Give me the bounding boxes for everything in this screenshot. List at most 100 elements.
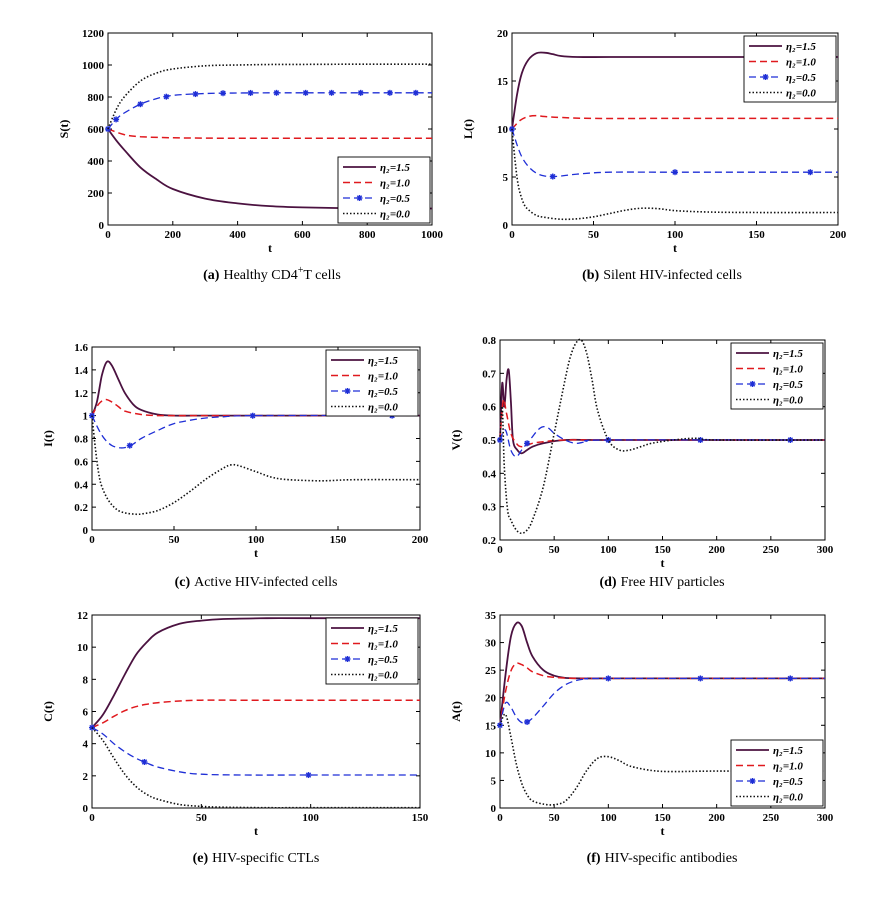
x-tick-label: 250 xyxy=(763,812,780,824)
series-marker-eta05 xyxy=(247,89,254,96)
x-axis-label: t xyxy=(661,824,665,838)
chart-b: 0 50 100 150 20005101520tL(t)η₂=1.5η₂=1.0η₂=… xyxy=(461,28,847,283)
caption-label: (d) xyxy=(599,575,616,590)
y-tick-label: 25 xyxy=(485,665,497,677)
x-tick-label: 100 xyxy=(667,229,684,241)
legend-label: η₂=0.5 xyxy=(773,776,803,788)
series-line-eta05 xyxy=(499,425,826,458)
legend-marker xyxy=(749,381,756,387)
y-tick-label: 0.2 xyxy=(482,535,496,547)
x-tick-label: 0 xyxy=(89,534,95,546)
caption-label: (b) xyxy=(582,268,599,283)
x-axis-label: t xyxy=(268,241,272,255)
caption-sup: + xyxy=(298,265,304,276)
chart-f: 0 50 100 150 200 250 300 0 5 10 15 20 25 30 35 t A(t) η₂=… xyxy=(449,610,834,866)
x-tick-label: 150 xyxy=(748,229,765,241)
legend: η₂=1.5 η₂=1.0 η₂=0.5 η₂=0.0 xyxy=(325,349,419,417)
y-axis-label: I(t) xyxy=(41,430,55,447)
x-axis-label: t xyxy=(673,241,677,255)
legend: η₂=1.5 η₂=1.0 η₂=0.5 η₂=0.0 xyxy=(743,35,837,103)
series-marker-eta05 xyxy=(137,101,144,108)
series-marker-eta05 xyxy=(787,675,794,682)
x-tick-label: 150 xyxy=(412,812,429,824)
x-tick-label: 200 xyxy=(830,229,847,241)
x-tick-label: 250 xyxy=(763,544,780,556)
y-tick-label: 1.2 xyxy=(74,388,88,400)
x-tick-label: 600 xyxy=(294,229,311,241)
series-line-eta00 xyxy=(499,713,826,806)
series-marker-eta05 xyxy=(524,718,531,725)
legend-marker xyxy=(356,195,363,201)
series-line-eta10 xyxy=(499,662,825,726)
series-line-eta05 xyxy=(91,414,421,449)
caption: (a) Healthy CD4+T cells xyxy=(203,265,341,283)
legend-label: η₂=0.0 xyxy=(368,670,398,682)
y-axis-label: L(t) xyxy=(461,119,475,139)
series-marker-eta05 xyxy=(89,724,95,731)
y-tick-label: 20 xyxy=(497,28,509,40)
y-tick-label: 15 xyxy=(485,720,497,732)
x-tick-label: 1000 xyxy=(421,229,444,241)
legend: η₂=1.5 η₂=1.0 η₂=0.5 η₂=0.0 xyxy=(730,342,824,410)
series-marker-eta05 xyxy=(524,440,531,447)
series-marker-eta05 xyxy=(273,89,280,96)
y-tick-label: 0.6 xyxy=(74,456,88,468)
caption-text: Silent HIV-infected cells xyxy=(603,268,742,283)
series-line-eta15 xyxy=(91,617,420,729)
y-tick-label: 15 xyxy=(497,76,509,88)
caption-tail: T cells xyxy=(303,268,340,283)
chart-e: 0 50 100 150 0 2 4 6 8 10 12 t C(t) η₂=1.5 η₂=1.0 η₂=0.… xyxy=(41,610,429,866)
caption-text: HIV-specific CTLs xyxy=(212,851,319,866)
series-marker-eta05 xyxy=(305,772,312,779)
chart-a: 0 200 400 600 800 1000 0 200 400 600 800 1000 1200 t S… xyxy=(57,28,444,283)
legend: η₂=1.5 η₂=1.0 η₂=0.5 η₂=0.0 xyxy=(730,739,824,807)
x-axis-label: t xyxy=(254,824,258,838)
series-marker-eta05 xyxy=(697,675,704,682)
legend-label: η₂=0.0 xyxy=(786,88,816,100)
y-tick-label: 10 xyxy=(485,748,497,760)
legend-label: η₂=0.5 xyxy=(786,72,816,84)
legend-marker xyxy=(762,74,769,80)
y-tick-label: 8 xyxy=(83,674,89,686)
y-axis-label: S(t) xyxy=(57,120,71,139)
x-tick-label: 400 xyxy=(229,229,246,241)
x-tick-label: 50 xyxy=(196,812,208,824)
caption: (b) Silent HIV-infected cells xyxy=(582,268,742,283)
x-tick-label: 300 xyxy=(817,544,834,556)
y-tick-label: 1200 xyxy=(82,28,105,40)
legend-label: η₂=1.5 xyxy=(380,162,410,174)
legend-label: η₂=1.0 xyxy=(773,364,803,376)
x-tick-label: 100 xyxy=(600,544,617,556)
legend-label: η₂=0.0 xyxy=(773,792,803,804)
series-line-eta10 xyxy=(91,699,420,729)
legend-marker xyxy=(749,778,756,784)
caption-text: Healthy CD4 xyxy=(223,268,297,283)
y-tick-label: 1000 xyxy=(82,60,105,72)
legend-label: η₂=0.5 xyxy=(773,379,803,391)
x-tick-label: 300 xyxy=(817,812,834,824)
y-tick-label: 0.7 xyxy=(482,368,496,380)
legend-box xyxy=(730,739,824,807)
x-tick-label: 200 xyxy=(708,544,725,556)
legend-label: η₂=0.0 xyxy=(380,209,410,221)
series-marker-eta05 xyxy=(163,93,170,100)
legend-label: η₂=1.5 xyxy=(368,623,398,635)
caption: (c) Active HIV-infected cells xyxy=(175,575,338,590)
series-marker-eta05 xyxy=(605,675,612,682)
y-tick-label: 0.8 xyxy=(74,434,88,446)
y-tick-label: 0 xyxy=(83,525,89,537)
x-axis-label: t xyxy=(254,546,258,560)
legend: η₂=1.5 η₂=1.0 η₂=0.5 η₂=0.0 xyxy=(337,156,431,224)
series-marker-eta05 xyxy=(126,442,133,449)
x-tick-label: 200 xyxy=(412,534,429,546)
legend-label: η₂=1.0 xyxy=(773,761,803,773)
legend-label: η₂=1.0 xyxy=(786,57,816,69)
y-tick-label: 0 xyxy=(491,803,497,815)
series-line-eta00 xyxy=(107,63,432,130)
legend-box xyxy=(730,342,824,410)
x-tick-label: 0 xyxy=(497,544,503,556)
y-tick-label: 10 xyxy=(497,124,509,136)
y-axis-label: A(t) xyxy=(449,701,463,722)
y-tick-label: 0.4 xyxy=(74,479,88,491)
